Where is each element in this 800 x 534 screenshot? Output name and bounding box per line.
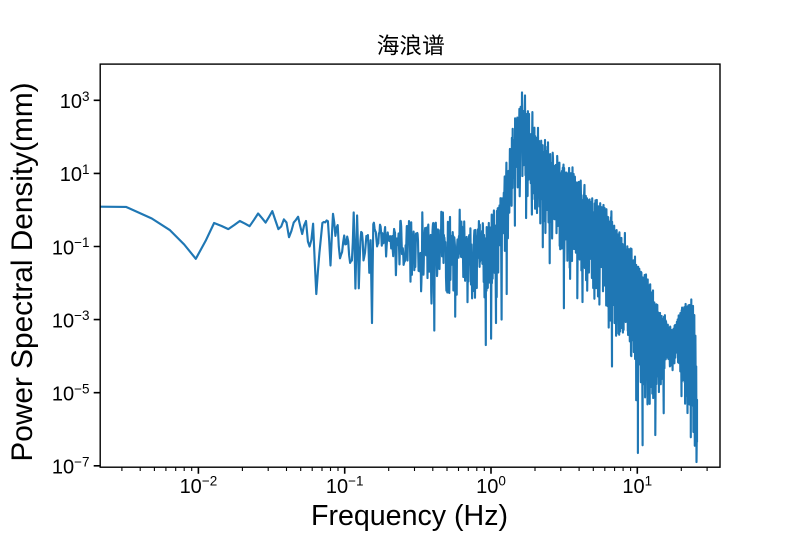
svg-text:Power Spectral Density(mm): Power Spectral Density(mm) (6, 82, 39, 461)
svg-text:Frequency (Hz): Frequency (Hz) (311, 500, 508, 532)
svg-text:10−5: 10−5 (52, 381, 90, 405)
